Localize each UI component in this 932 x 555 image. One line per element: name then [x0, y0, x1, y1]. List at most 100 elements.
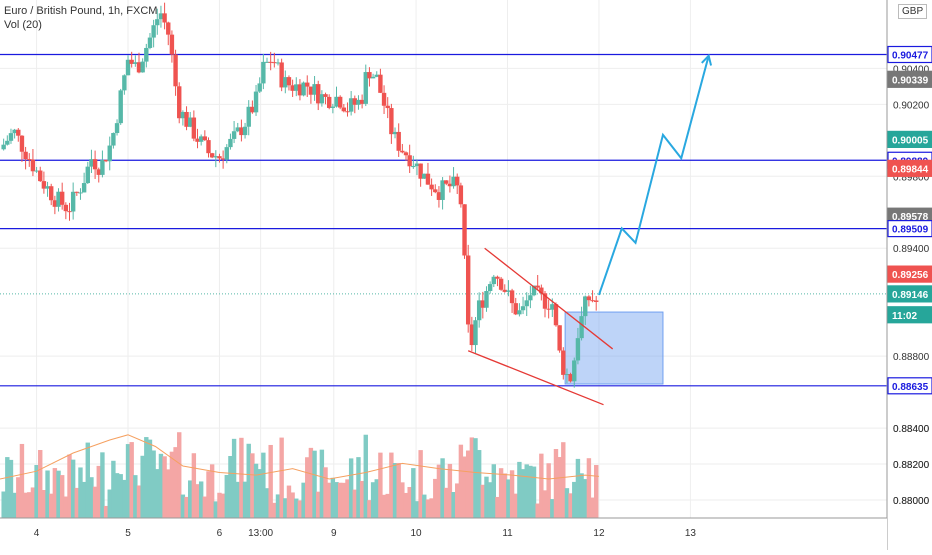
- price-label: 0.90339: [892, 75, 929, 86]
- candle-body: [528, 295, 533, 301]
- candle-body: [495, 276, 500, 279]
- candle-body: [253, 91, 259, 113]
- candle-body: [70, 191, 76, 212]
- volume-bar: [294, 498, 299, 518]
- candle-body: [498, 278, 504, 290]
- volume-bar: [188, 480, 193, 518]
- volume-bar: [465, 450, 471, 518]
- candle-body: [305, 82, 310, 87]
- volume-bar: [520, 469, 526, 518]
- price-tick-label: 0.89400: [893, 244, 930, 255]
- wedge-upper-line: [484, 247, 614, 350]
- volume-bar: [334, 482, 339, 518]
- candle-body: [506, 290, 511, 292]
- candle-body: [195, 138, 200, 142]
- price-label: 0.89578: [892, 212, 929, 223]
- volume-bar: [586, 458, 592, 518]
- candle-body: [38, 170, 43, 182]
- volume-bar: [381, 494, 387, 518]
- volume-bar: [16, 477, 21, 518]
- volume-bar: [469, 437, 475, 518]
- volume-bar: [169, 451, 175, 518]
- volume-bar: [572, 481, 577, 518]
- grid: [0, 0, 887, 518]
- candle-body: [85, 166, 90, 184]
- candle-body: [553, 304, 559, 326]
- volume-bar: [231, 438, 237, 518]
- volume-bar: [198, 481, 204, 518]
- candle-body: [27, 159, 32, 161]
- volume-bar: [195, 484, 200, 518]
- volume-bar: [250, 453, 255, 518]
- candle-body: [250, 106, 255, 113]
- candle-body: [502, 289, 507, 292]
- volume-bar: [78, 467, 83, 518]
- candle-body: [451, 176, 456, 187]
- candle-body: [535, 285, 540, 288]
- candle-body: [268, 61, 273, 63]
- volume-bar: [111, 460, 116, 518]
- volume-bar: [498, 468, 504, 518]
- currency-label[interactable]: GBP: [898, 4, 928, 19]
- volume-bar: [41, 490, 47, 518]
- candle-body: [458, 185, 464, 205]
- price-tick-label: 0.89800: [893, 172, 930, 183]
- wedge-lower-line: [467, 350, 604, 406]
- candle-body: [166, 22, 171, 35]
- volume-bar: [286, 485, 292, 518]
- candle-body: [81, 183, 87, 193]
- volume-bar: [400, 482, 405, 518]
- candle-body: [180, 111, 186, 119]
- volume-bar: [224, 474, 229, 518]
- volume-bar: [173, 447, 178, 518]
- volume-bar: [155, 469, 160, 518]
- candle-body: [169, 34, 175, 55]
- candle-body: [23, 151, 28, 160]
- volume-bar: [345, 479, 350, 518]
- candle-body: [52, 200, 58, 207]
- candle-body: [546, 308, 551, 310]
- volume-bar: [107, 489, 112, 518]
- volume-bar: [433, 478, 438, 518]
- volume-bar: [491, 464, 496, 518]
- candle-body: [147, 37, 153, 48]
- volume-bar: [209, 464, 215, 518]
- candle-body: [462, 204, 467, 256]
- candle-body: [476, 300, 482, 321]
- volume-bar: [594, 465, 599, 518]
- candle-body: [531, 285, 537, 296]
- candle-body: [465, 255, 471, 325]
- volume-bar: [517, 461, 522, 518]
- volume-bar: [429, 498, 434, 518]
- candle-body: [575, 338, 581, 361]
- volume-bar: [480, 484, 486, 518]
- candle-body: [133, 62, 138, 64]
- price-label-box: [887, 220, 932, 238]
- candle-body: [275, 62, 281, 64]
- candle-body: [440, 180, 445, 200]
- candle-body: [155, 19, 160, 26]
- volume-bar: [59, 475, 65, 518]
- volume-bar: [103, 505, 109, 518]
- candle-body: [411, 166, 416, 168]
- volume-bar: [206, 471, 211, 518]
- volume-bar: [242, 481, 248, 518]
- volume-bar: [133, 475, 138, 518]
- volume-bar: [74, 487, 80, 518]
- volume-bar: [125, 444, 131, 518]
- candle-body: [367, 72, 372, 79]
- volume-bar: [264, 488, 270, 518]
- volume-bar: [484, 476, 489, 518]
- volume-bar: [166, 469, 171, 518]
- volume-bar: [96, 465, 101, 518]
- candle-body: [400, 150, 405, 153]
- candle-body: [381, 92, 387, 106]
- candle-body: [513, 303, 518, 315]
- candle-body: [487, 284, 493, 292]
- time-tick-label: 12: [593, 528, 605, 539]
- volume-bar: [136, 485, 142, 518]
- volume-bar: [425, 499, 431, 518]
- candle-body: [334, 96, 339, 107]
- candle-body: [100, 159, 105, 175]
